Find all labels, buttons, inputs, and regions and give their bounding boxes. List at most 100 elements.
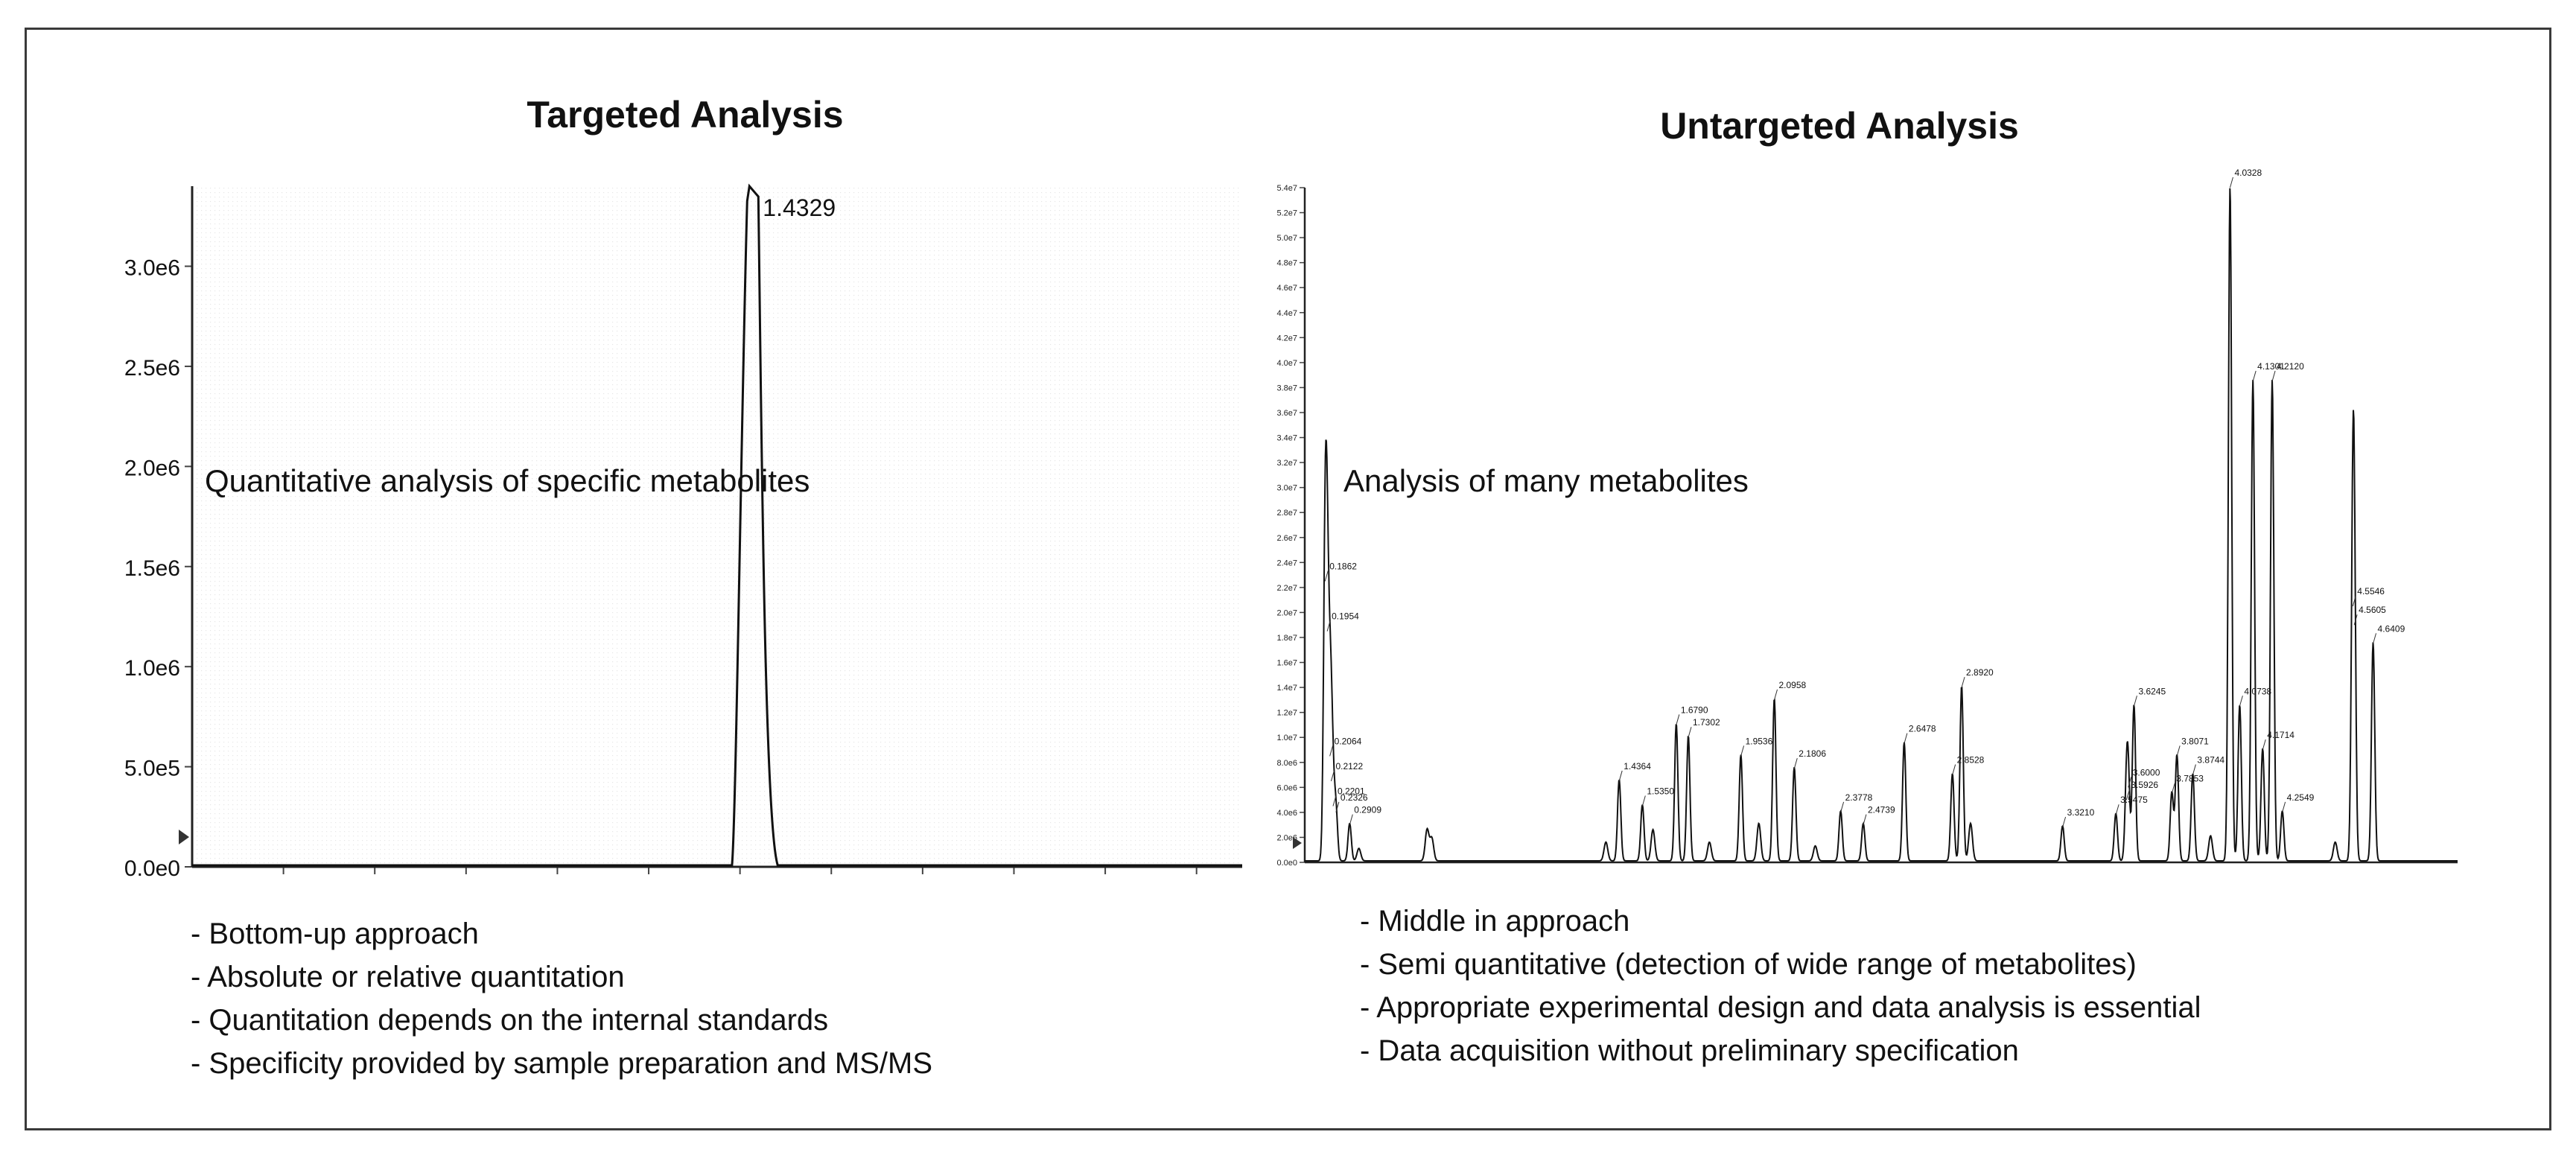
- figure-frame: [25, 28, 2551, 1130]
- peak-label: 4.5546: [2357, 586, 2385, 597]
- peak-leader: [1349, 814, 1353, 825]
- y-tick-label: 5.0e7: [1276, 234, 1297, 243]
- targeted-annotation: Quantitative analysis of specific metabo…: [205, 463, 810, 498]
- y-tick-label: 0.0e0: [124, 856, 180, 881]
- peak-label: 3.5475: [2120, 795, 2148, 805]
- peak-leader: [1329, 745, 1334, 757]
- y-tick-label: 3.0e7: [1276, 484, 1297, 493]
- peak-label: 2.3778: [1845, 792, 1873, 803]
- y-tick-label: 5.4e7: [1276, 184, 1297, 193]
- peak-leader: [2128, 777, 2132, 788]
- peak-label: 3.6245: [2138, 686, 2166, 696]
- peak-label: 3.5926: [2131, 780, 2158, 790]
- y-tick-label: 2.4e7: [1276, 559, 1297, 567]
- peak-leader: [1332, 795, 1337, 807]
- y-tick-label: 6.0e6: [1276, 783, 1297, 792]
- peak-leader: [2352, 595, 2356, 607]
- peak-label: 3.8744: [2197, 755, 2224, 766]
- peak-label: 1.4364: [1623, 761, 1651, 772]
- peak-label: 0.2326: [1341, 792, 1368, 803]
- peak-label: 4.2549: [2287, 792, 2315, 803]
- untargeted-bullet: - Semi quantitative (detection of wide r…: [1360, 948, 2137, 981]
- peak-leader: [1863, 814, 1867, 825]
- y-tick-label: 1.2e7: [1276, 709, 1297, 718]
- targeted-title: Targeted Analysis: [527, 94, 844, 136]
- peak-label: 4.2120: [2277, 361, 2304, 372]
- y-tick-label: 3.2e7: [1276, 459, 1297, 468]
- peak-label: 3.3210: [2067, 807, 2095, 818]
- peak-label: 1.6790: [1681, 704, 1708, 715]
- peak-label: 0.1862: [1329, 561, 1357, 572]
- targeted-bullets: - Bottom-up approach - Absolute or relat…: [191, 912, 932, 1085]
- peak-label: 2.6478: [1909, 724, 1936, 734]
- peak-label: 2.1806: [1799, 748, 1826, 759]
- peak-leader: [2115, 804, 2119, 815]
- plot-area: [192, 186, 1242, 867]
- untargeted-chart: 0.0e0 2.0e6 4.0e6 6.0e6 8.0e6 1.0e7 1.2e7 1.4e7…: [1276, 168, 2458, 868]
- peak-leader: [1688, 727, 1692, 738]
- y-tick-label: 2.8e7: [1276, 509, 1297, 518]
- peak-label: 0.2064: [1335, 736, 1362, 746]
- y-tick-label: 5.2e7: [1276, 209, 1297, 218]
- peak-leader: [1326, 620, 1331, 632]
- peak-leader: [1904, 733, 1908, 744]
- targeted-chart: 0.0e0 5.0e5 1.0e6 1.5e6 2.0e6 2.5e6 3.0e6 1.432…: [124, 183, 1242, 881]
- y-tick-label: 4.4e7: [1276, 309, 1297, 318]
- y-tick-label: 1.4e7: [1276, 684, 1297, 693]
- y-tick-label: 2.0e6: [124, 456, 180, 480]
- peak-leader: [1793, 758, 1798, 769]
- y-tick-label: 1.0e6: [124, 656, 180, 681]
- peak-leader: [2239, 696, 2243, 707]
- targeted-bullet: - Bottom-up approach: [191, 917, 479, 950]
- peak-leader: [2133, 696, 2137, 707]
- peak-label: 0.2909: [1354, 805, 1381, 815]
- y-tick-label: 4.6e7: [1276, 284, 1297, 293]
- peak-label: 4.5605: [2359, 605, 2386, 615]
- peak-leader: [1324, 570, 1329, 582]
- peak-leader: [2262, 739, 2266, 751]
- peak-label: 4.6409: [2378, 623, 2405, 634]
- peak-leader: [1618, 770, 1623, 782]
- peak-leader: [2176, 745, 2181, 757]
- peak-label: 2.0958: [1779, 680, 1807, 690]
- y-tick-label: 3.8e7: [1276, 384, 1297, 392]
- untargeted-bullet: - Middle in approach: [1360, 905, 1630, 938]
- peak-leader: [1740, 745, 1745, 757]
- peak-label: 2.8920: [1966, 667, 1994, 678]
- peak-label: 2.4739: [1868, 805, 1895, 815]
- y-tick-label: 8.0e6: [1276, 759, 1297, 768]
- y-tick-label: 4.0e6: [1276, 809, 1297, 818]
- peak-leader: [2373, 633, 2377, 644]
- peak-leader: [2171, 783, 2175, 794]
- y-tick-label: 2.0e7: [1276, 608, 1297, 617]
- y-tick-label: 1.6e7: [1276, 659, 1297, 668]
- y-tick-label: 2.0e6: [1276, 833, 1297, 842]
- y-tick-label: 3.6e7: [1276, 409, 1297, 418]
- peak-label: 4.1301: [2257, 361, 2285, 372]
- peak-leader: [1774, 689, 1778, 701]
- y-tick-label: 4.0e7: [1276, 359, 1297, 368]
- peak-leader: [2062, 816, 2067, 828]
- untargeted-bullets: - Middle in approach - Semi quantitative…: [1360, 900, 2201, 1072]
- chromatogram-line: [1305, 188, 2458, 862]
- y-tick-label: 3.4e7: [1276, 434, 1297, 443]
- peak-leader: [2125, 789, 2130, 801]
- chromatogram-line: [192, 183, 1242, 867]
- untargeted-bullet: - Data acquisition without preliminary s…: [1360, 1034, 2019, 1067]
- peak-leader: [1335, 801, 1340, 813]
- peak-leader: [1952, 764, 1956, 775]
- peak-label: 1.9536: [1746, 736, 1773, 746]
- untargeted-bullet: - Appropriate experimental design and da…: [1360, 991, 2201, 1024]
- peak-leader: [2192, 764, 2196, 775]
- targeted-bullet: - Quantitation depends on the internal s…: [191, 1004, 829, 1037]
- peak-label: 3.6000: [2133, 767, 2160, 777]
- untargeted-title: Untargeted Analysis: [1660, 105, 2019, 147]
- peak-leader: [1330, 770, 1335, 782]
- y-tick-label: 1.8e7: [1276, 634, 1297, 643]
- peak-label: 0.2122: [1335, 761, 1363, 772]
- peak-leader: [2353, 614, 2358, 626]
- peak-leader: [1961, 676, 1965, 688]
- targeted-bullet: - Absolute or relative quantitation: [191, 961, 625, 993]
- peak-label: 2.8528: [1957, 755, 1985, 766]
